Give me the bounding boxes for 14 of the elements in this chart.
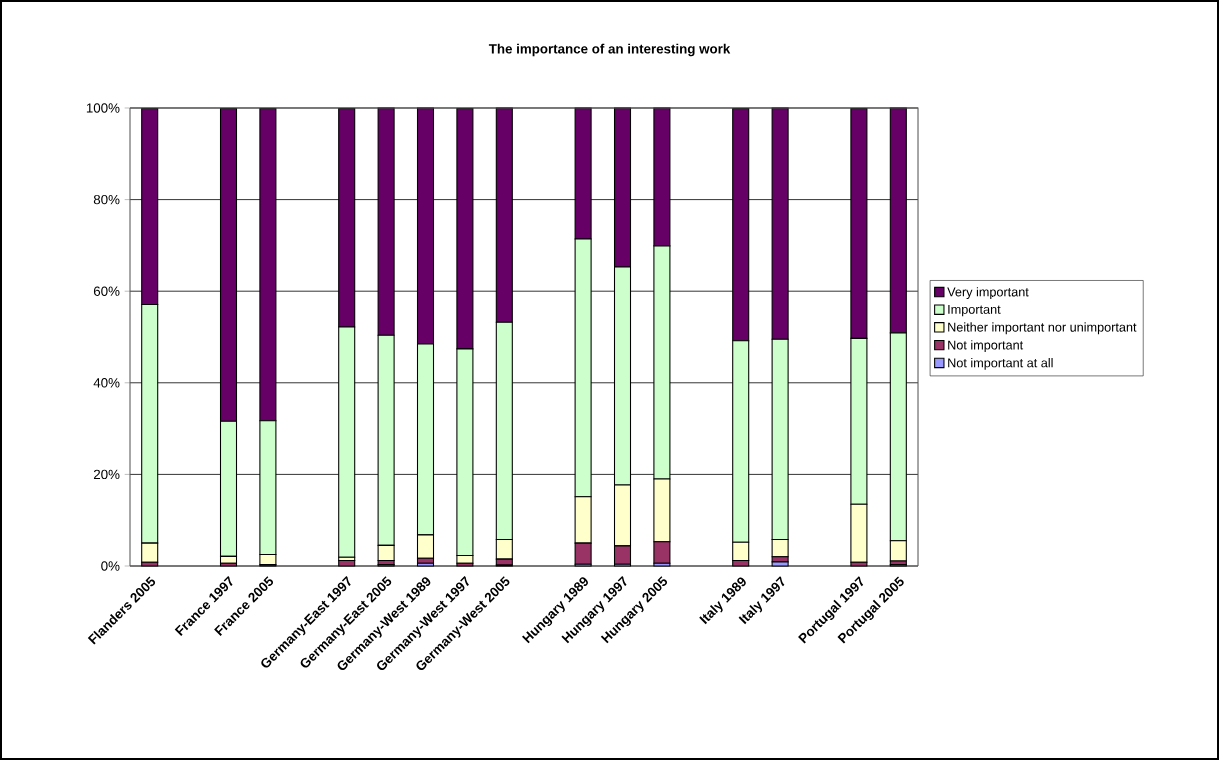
y-tick-label: 40%: [93, 378, 120, 388]
y-tick-label: 0%: [101, 561, 120, 571]
legend-label: Not important at all: [948, 358, 1053, 370]
bar: [338, 559, 356, 567]
y-tick-label: 20%: [93, 469, 120, 480]
legend-label: Important: [948, 304, 1001, 317]
legend-label: Neither important nor unimportant: [948, 322, 1137, 335]
chart-title: The importance of an interesting work: [488, 43, 731, 57]
y-tick-label: 80%: [93, 194, 120, 205]
y-tick-label: 60%: [93, 286, 120, 296]
y-tick-label: 100%: [86, 103, 120, 113]
legend-label: Not important: [948, 340, 1024, 353]
bar: [416, 562, 435, 567]
legend-label: Very important: [947, 287, 1029, 299]
